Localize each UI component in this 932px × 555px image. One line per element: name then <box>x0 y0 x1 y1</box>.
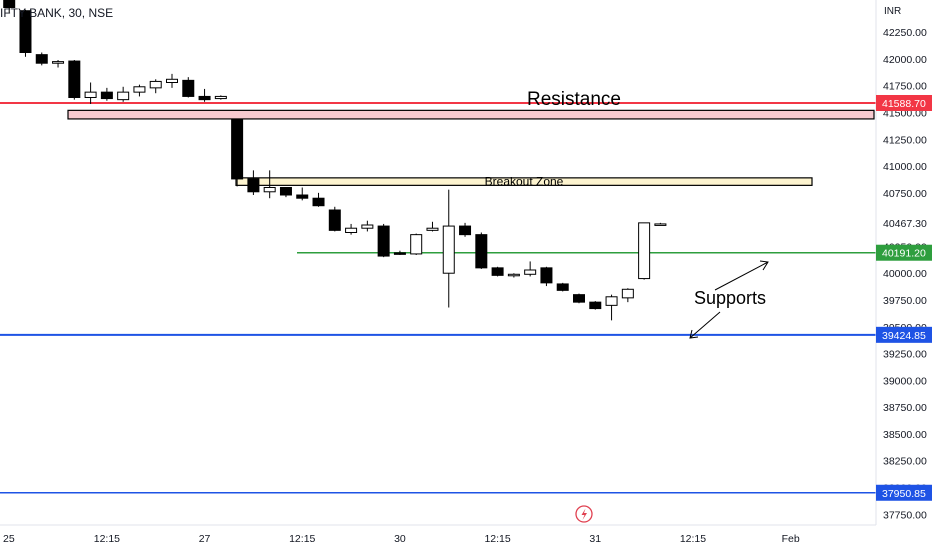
y-tick-label[interactable]: 42000.00 <box>883 54 927 66</box>
x-tick-label[interactable]: 27 <box>199 533 211 545</box>
y-tick-label[interactable]: 38750.00 <box>883 402 927 414</box>
x-tick-label[interactable]: 30 <box>394 533 406 545</box>
x-tick-label[interactable]: 12:15 <box>289 533 315 545</box>
candle-body <box>638 222 651 280</box>
price-tags-layer: 41588.70 40191.20 39424.85 37950.85 <box>876 94 932 501</box>
candle-body <box>556 283 569 291</box>
y-tick-label[interactable]: 40000.00 <box>883 268 927 280</box>
candle-body <box>393 252 406 255</box>
y-tick-label[interactable]: 39000.00 <box>883 375 927 387</box>
resistance-label: Resistance <box>527 89 621 110</box>
y-tick-label[interactable]: 40467.30 <box>883 218 927 230</box>
price-tag-label: 41588.70 <box>882 98 926 110</box>
price-tag-41588.70 <box>876 94 932 111</box>
candle-body <box>279 187 292 196</box>
y-tick-label[interactable]: 39250.00 <box>883 349 927 361</box>
price-tag-40191.20 <box>876 244 932 261</box>
lightning-icon-bolt[interactable] <box>581 508 588 521</box>
price-tag-label: 37950.85 <box>882 488 926 500</box>
candle-body <box>410 234 423 255</box>
candle-body <box>621 288 634 299</box>
candle-body <box>117 91 130 101</box>
arrow-down-left-icon <box>689 311 721 339</box>
candle-body <box>654 223 667 226</box>
candle-body <box>442 225 455 274</box>
x-tick-label[interactable]: 25 <box>3 533 15 545</box>
y-tick-label[interactable]: 37750.00 <box>883 509 927 521</box>
candle-body <box>247 178 260 193</box>
candle-body <box>459 225 472 236</box>
price-tag-label: 39424.85 <box>882 330 926 342</box>
candle-body <box>182 79 195 97</box>
candle-body <box>312 197 325 207</box>
price-tag-37950.85 <box>876 484 932 501</box>
candle-body <box>426 227 439 231</box>
zones-layer: Breakout Zone <box>67 109 875 189</box>
time-axis[interactable]: 25 12:15 27 12:15 30 12:15 31 12:15 Feb <box>3 533 800 545</box>
candle-body <box>491 267 504 276</box>
candle-body <box>296 194 309 199</box>
candle-body <box>573 294 585 303</box>
candle-body <box>19 10 32 53</box>
price-tag-39424.85 <box>876 326 932 343</box>
candle-body <box>605 296 618 306</box>
candle-body <box>214 95 227 100</box>
candle-body <box>524 269 537 275</box>
resistance-zone <box>67 109 875 120</box>
annotations-layer: Resistance Supports <box>527 89 769 339</box>
currency-label: INR <box>884 6 901 17</box>
candle-body <box>198 95 211 101</box>
price-tag-label: 40191.20 <box>882 248 926 260</box>
breakout-zone-label: Breakout Zone <box>485 175 564 189</box>
x-tick-label[interactable]: 12:15 <box>484 533 510 545</box>
candle-body <box>3 0 16 8</box>
candle-body <box>328 209 341 231</box>
y-tick-label[interactable]: 41250.00 <box>883 134 927 146</box>
x-tick-label[interactable]: 31 <box>589 533 601 545</box>
y-tick-label[interactable]: 41750.00 <box>883 81 927 93</box>
candle-body <box>68 60 81 98</box>
x-tick-label[interactable]: Feb <box>782 533 800 545</box>
candle-body <box>475 234 488 269</box>
y-tick-label[interactable]: 39750.00 <box>883 295 927 307</box>
candle-body <box>84 91 97 99</box>
arrow-up-right-icon <box>714 260 769 291</box>
candle-body <box>166 78 178 83</box>
x-tick-label[interactable]: 12:15 <box>94 533 120 545</box>
candle-body <box>35 54 48 64</box>
candle-body <box>589 301 602 310</box>
candle-body <box>377 225 390 257</box>
price-axis-panel <box>876 0 932 550</box>
lightning-icon[interactable] <box>575 505 593 523</box>
candle-body <box>100 91 113 100</box>
y-tick-label[interactable]: 42250.00 <box>883 27 927 39</box>
x-tick-label[interactable]: 12:15 <box>680 533 706 545</box>
candle-body <box>231 119 244 180</box>
y-tick-label[interactable]: 41000.00 <box>883 161 927 173</box>
y-tick-label[interactable]: 40750.00 <box>883 188 927 200</box>
y-tick-label[interactable]: 38500.00 <box>883 429 927 441</box>
chart-title: IFTY BANK, 30, NSE <box>0 6 113 20</box>
time-axis-panel <box>0 525 876 550</box>
candle-body <box>52 61 65 64</box>
horizontal-lines-layer <box>0 101 876 494</box>
candle-body <box>133 86 146 93</box>
candle-body <box>263 187 276 193</box>
candles-layer <box>3 0 667 321</box>
candle-body <box>149 80 162 89</box>
breakout-zone <box>235 177 813 186</box>
y-tick-label[interactable]: 38250.00 <box>883 456 927 468</box>
candle-body <box>507 273 520 277</box>
candle-body <box>345 227 358 233</box>
candle-body <box>361 224 374 229</box>
supports-label: Supports <box>694 288 766 308</box>
candle-body <box>540 267 553 284</box>
